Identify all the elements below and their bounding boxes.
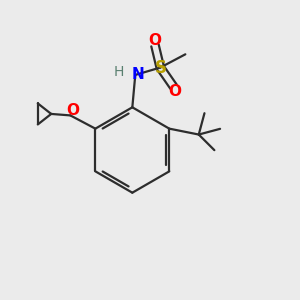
Text: O: O: [169, 85, 182, 100]
Text: S: S: [154, 58, 166, 76]
Text: H: H: [114, 65, 124, 79]
Text: O: O: [148, 33, 161, 48]
Text: O: O: [66, 103, 79, 118]
Text: N: N: [132, 68, 145, 82]
